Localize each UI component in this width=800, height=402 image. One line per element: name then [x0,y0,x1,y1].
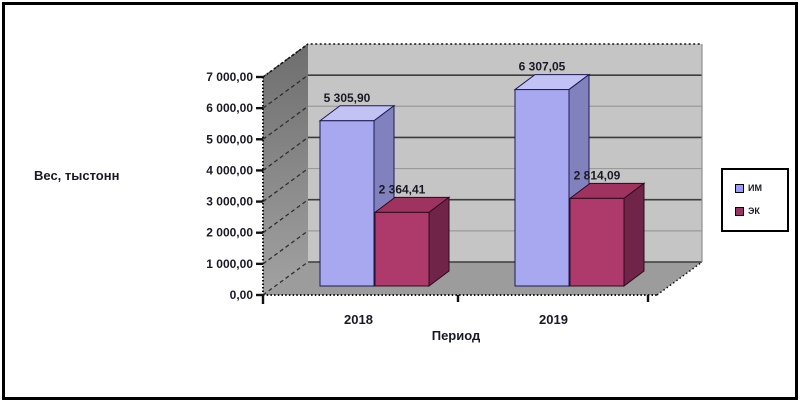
wall-top-edge [262,43,702,78]
category-label: 2019 [539,312,568,327]
bar-value-label: 5 305,90 [324,91,371,105]
bar-side-face [428,196,450,287]
bar-ИМ-2018[interactable] [318,104,396,287]
legend-entry-series1: ИМ [735,184,787,193]
bar-front-face [319,120,375,287]
bar-front-face [374,211,430,287]
chart-text: 7 000,00 6 000,00 5 000,00 4 000,00 3 000,00… [206,60,620,327]
y-tick-label: 1 000,00 [206,257,253,271]
side-gridline [262,74,309,109]
y-tick-label: 5 000,00 [206,132,253,146]
bar-front-face [569,197,625,287]
side-gridline [262,230,309,265]
side-gridline [262,261,309,296]
y-tick-label: 2 000,00 [206,226,253,240]
bar-side-face [623,182,645,287]
axes [256,43,703,304]
side-wall [263,44,308,295]
y-tick-label: 3 000,00 [206,195,253,209]
legend[interactable]: ИМ ЭК [721,168,789,232]
legend-label-series1: ИМ [748,183,762,193]
bar-front-face [514,89,570,287]
y-tick-label: 0,00 [230,288,254,302]
side-gridline [262,105,309,140]
legend-label-series2: ЭК [748,206,760,216]
y-tick-label: 4 000,00 [206,163,253,177]
y-tick-label: 6 000,00 [206,101,253,115]
legend-marker-series1-icon [735,184,744,193]
y-tick-label: 7 000,00 [206,70,253,84]
side-gridline [262,168,309,203]
bar-ИМ-2019[interactable] [513,73,591,287]
legend-marker-series2-icon [735,207,744,216]
bar-ЭК-2018[interactable] [373,196,451,287]
y-axis-title: Вес, тыстонн [34,168,120,183]
side-gridline [262,136,309,171]
bar-value-label: 2 364,41 [379,182,426,196]
x-axis-title: Период [431,328,481,343]
side-gridline [262,199,309,234]
category-label: 2018 [344,312,373,327]
bars [318,73,646,287]
floor-right-edge [656,261,703,296]
bar-value-label: 2 814,09 [574,168,621,182]
bar-ЭК-2019[interactable] [568,182,646,287]
bar-value-label: 6 307,05 [519,60,566,74]
legend-entry-series2: ЭК [735,207,787,216]
